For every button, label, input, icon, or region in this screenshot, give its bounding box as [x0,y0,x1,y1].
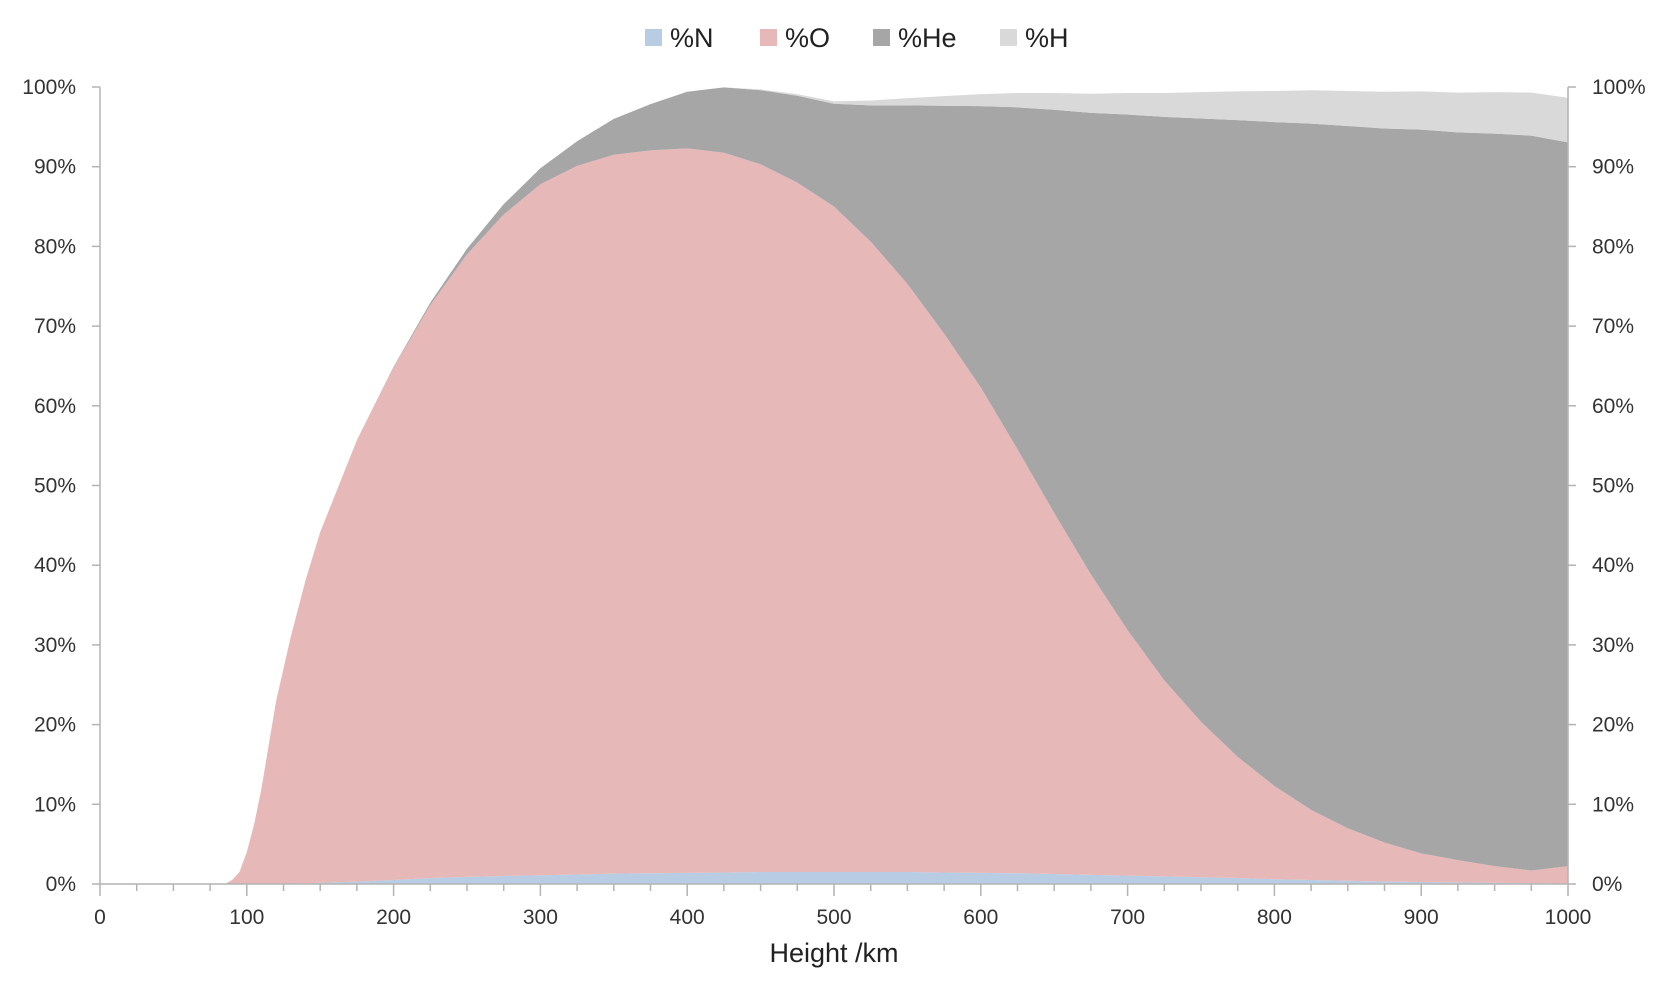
y-left-tick-label: 20% [34,714,76,737]
y-right-tick-label: 20% [1592,714,1634,737]
x-tick-label: 600 [963,906,998,929]
legend-swatch-o [760,29,777,46]
x-tick-label: 400 [670,906,705,929]
legend-label-he: %He [898,23,957,53]
x-tick-label: 900 [1404,906,1439,929]
y-right-tick-label: 0% [1592,873,1622,896]
y-left-tick-label: 80% [34,235,76,258]
x-tick-label: 200 [376,906,411,929]
x-tick-label: 300 [523,906,558,929]
legend-item-h: %H [1000,23,1069,53]
y-left-tick-label: 60% [34,395,76,418]
y-left-tick-label: 30% [34,634,76,657]
y-left-tick-label: 10% [34,793,76,816]
legend-item-n: %N [645,23,714,53]
y-right-tick-label: 70% [1592,315,1634,338]
legend-swatch-h [1000,29,1017,46]
y-right-tick-label: 90% [1592,156,1634,179]
y-right-tick-label: 100% [1592,76,1646,99]
areas-layer [100,87,1568,884]
ticks-layer [92,86,1576,896]
legend-label-h: %H [1025,23,1069,53]
y-right-tick-label: 50% [1592,475,1634,498]
x-tick-label: 1000 [1545,906,1592,929]
x-tick-label: 800 [1257,906,1292,929]
y-right-tick-label: 10% [1592,793,1634,816]
legend: %N %O %He %H [645,23,1069,53]
y-right-tick-label: 60% [1592,395,1634,418]
x-tick-label: 0 [94,906,106,929]
legend-swatch-he [873,29,890,46]
legend-item-he: %He [873,23,957,53]
y-left-tick-label: 0% [46,873,76,896]
area-series-o [100,148,1568,884]
legend-label-n: %N [670,23,714,53]
x-tick-label: 500 [816,906,851,929]
area-series-he [100,87,1568,884]
legend-swatch-n [645,29,662,46]
y-left-tick-label: 40% [34,554,76,577]
y-right-tick-label: 40% [1592,554,1634,577]
x-axis-title: Height /km [769,938,898,968]
y-left-tick-label: 90% [34,156,76,179]
y-right-tick-label: 80% [1592,235,1634,258]
legend-label-o: %O [785,23,830,53]
legend-item-o: %O [760,23,830,53]
y-left-tick-label: 100% [22,76,76,99]
y-left-tick-label: 70% [34,315,76,338]
y-left-tick-label: 50% [34,475,76,498]
x-tick-label: 100 [229,906,264,929]
area-series-n [100,872,1568,884]
x-tick-label: 700 [1110,906,1145,929]
y-right-tick-label: 30% [1592,634,1634,657]
